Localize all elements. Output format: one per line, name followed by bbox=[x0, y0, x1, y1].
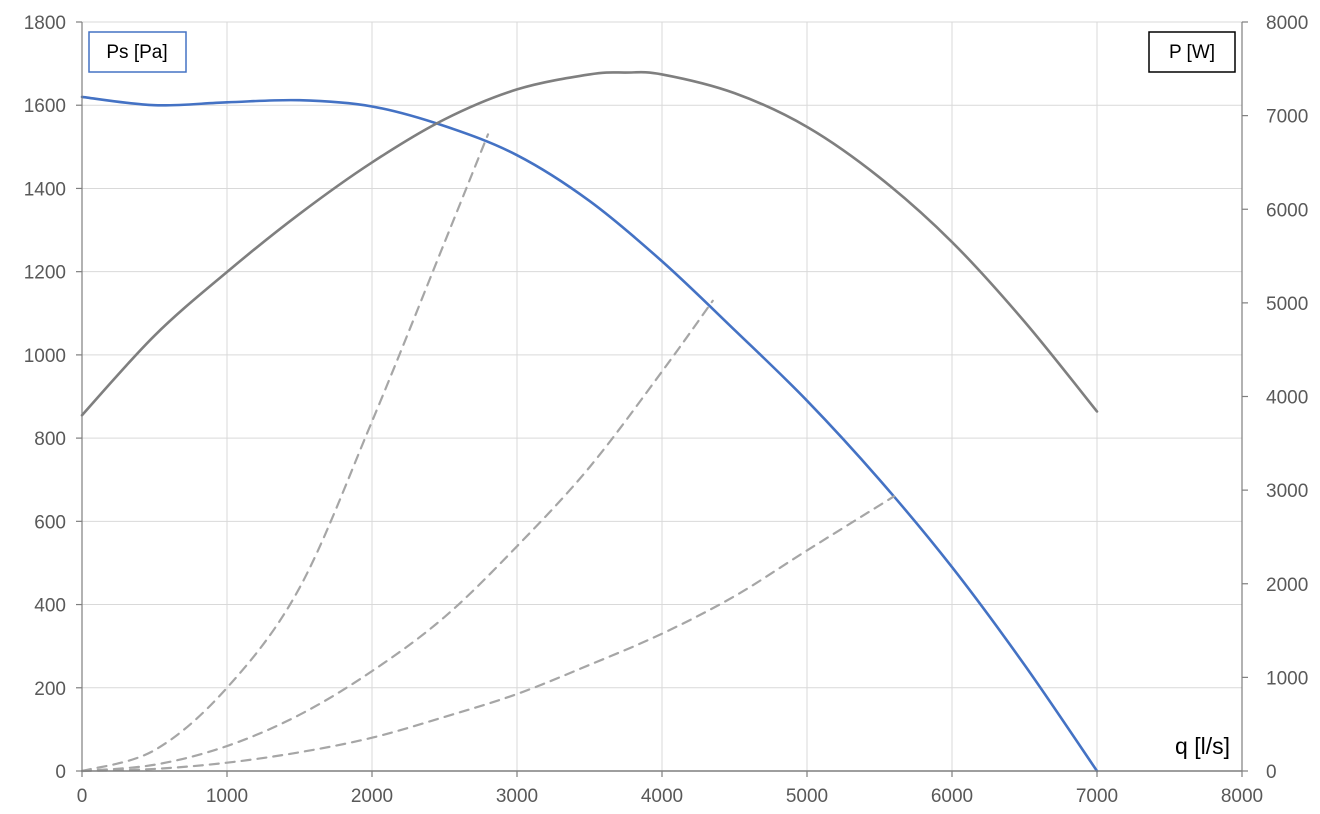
y-left-tick-label: 1000 bbox=[24, 346, 66, 367]
pressure-curve bbox=[80, 95, 1099, 773]
x-tick-label: 6000 bbox=[931, 786, 973, 807]
system-curve-2 bbox=[80, 133, 490, 773]
y-left-tick-label: 400 bbox=[34, 596, 66, 617]
x-axis-label: q [l/s] bbox=[1175, 733, 1230, 759]
x-tick-label: 5000 bbox=[786, 786, 828, 807]
y-left-tick-label: 1600 bbox=[24, 96, 66, 117]
y-left-tick-label: 1800 bbox=[24, 13, 66, 34]
x-tick-label: 0 bbox=[77, 786, 88, 807]
y-right-tick-label: 2000 bbox=[1266, 575, 1308, 596]
x-tick-label: 3000 bbox=[496, 786, 538, 807]
y-left-label-box: Ps [Pa] bbox=[88, 31, 187, 73]
axes: 0 1000 2000 3000 4000 5000 6000 7000 80000200400… bbox=[24, 13, 1309, 807]
y-right-tick-label: 3000 bbox=[1266, 481, 1308, 502]
x-tick-label: 1000 bbox=[206, 786, 248, 807]
x-tick-label: 7000 bbox=[1076, 786, 1118, 807]
system-curve-3 bbox=[80, 299, 714, 773]
system-curve-4 bbox=[80, 495, 896, 773]
power-curve bbox=[80, 70, 1099, 417]
y-right-tick-label: 6000 bbox=[1266, 200, 1308, 221]
y-right-tick-label: 7000 bbox=[1266, 107, 1308, 128]
x-tick-label: 4000 bbox=[641, 786, 683, 807]
y-left-tick-label: 800 bbox=[34, 429, 66, 450]
x-tick-label: 2000 bbox=[351, 786, 393, 807]
y-left-tick-label: 1400 bbox=[24, 179, 66, 200]
grid-lines bbox=[82, 21, 1243, 771]
y-right-tick-label: 5000 bbox=[1266, 294, 1308, 315]
x-tick-label: 8000 bbox=[1221, 786, 1263, 807]
series-group bbox=[80, 70, 1099, 773]
y-left-tick-label: 600 bbox=[34, 512, 66, 533]
y-left-tick-label: 1200 bbox=[24, 263, 66, 284]
y-left-tick-label: 0 bbox=[55, 762, 66, 783]
y-right-label: P [W] bbox=[1169, 42, 1215, 63]
y-right-tick-label: 4000 bbox=[1266, 388, 1308, 409]
y-left-label: Ps [Pa] bbox=[106, 42, 167, 63]
y-right-tick-label: 0 bbox=[1266, 762, 1277, 783]
y-right-label-box: P [W] bbox=[1148, 31, 1236, 73]
y-right-tick-label: 8000 bbox=[1266, 13, 1308, 34]
y-left-tick-label: 200 bbox=[34, 679, 66, 700]
y-right-tick-label: 1000 bbox=[1266, 668, 1308, 689]
